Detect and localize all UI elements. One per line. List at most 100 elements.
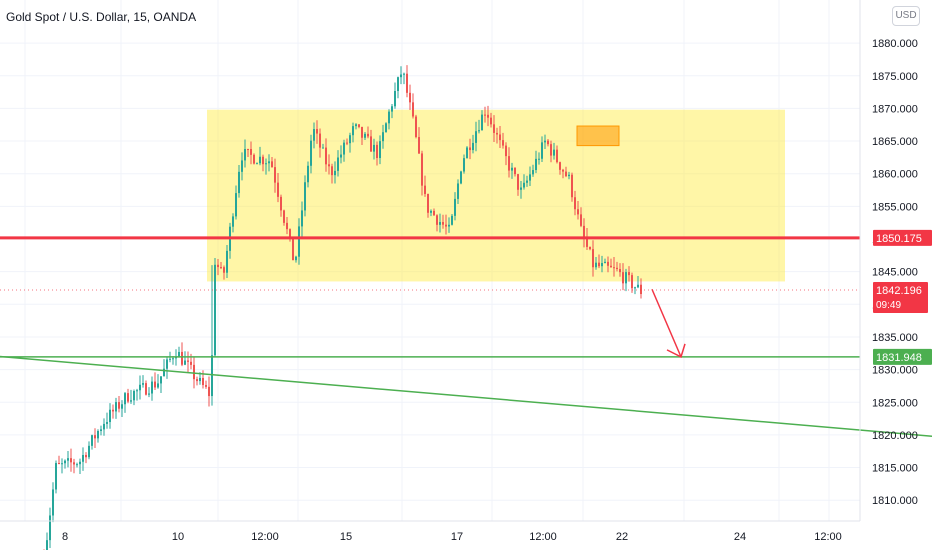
candle-body (289, 229, 291, 238)
candle-body (625, 272, 627, 284)
candle-body (367, 133, 369, 137)
candle-body (313, 129, 315, 141)
support-price-tag (873, 348, 932, 365)
candle-body (445, 224, 447, 227)
candle-body (490, 117, 492, 125)
projection-arrow-shaft (651, 288, 682, 358)
candle-body (571, 174, 573, 198)
candle-body (52, 489, 54, 516)
candle-body (556, 149, 558, 163)
candle-body (118, 402, 120, 409)
candle-body (391, 106, 393, 112)
price-tick-label: 1820.000 (872, 430, 918, 442)
candle-body (166, 359, 168, 369)
candle-body (586, 238, 588, 247)
candle-body (319, 133, 321, 148)
candle-body (307, 165, 309, 183)
candle-body (286, 222, 288, 230)
candle-body (181, 351, 183, 365)
candle-body (175, 357, 177, 359)
candle-body (601, 263, 603, 267)
candle-body (604, 261, 606, 264)
candle-body (193, 364, 195, 380)
candle-body (301, 210, 303, 227)
candle-body (433, 210, 435, 216)
candle-body (406, 73, 408, 93)
candle-body (46, 540, 48, 550)
candle-body (232, 216, 234, 227)
candle-body (397, 77, 399, 91)
trendline (0, 355, 932, 437)
candle-body (424, 185, 426, 194)
candle-body (148, 393, 150, 395)
price-tick-label: 1860.000 (872, 169, 918, 181)
candle-body (82, 454, 84, 462)
price-tick-label: 1810.000 (872, 495, 918, 507)
candle-body (136, 390, 138, 392)
candle-body (334, 170, 336, 176)
candle-body (541, 142, 543, 159)
candle-body (415, 116, 417, 138)
resistance-price-tag (873, 229, 932, 246)
price-tick-label: 1825.000 (872, 397, 918, 409)
candle-body (448, 224, 450, 227)
candle-body (61, 463, 63, 465)
price-tick-label: 1865.000 (872, 136, 918, 148)
candle-body (64, 460, 66, 464)
resistance-price-label: 1850.175 (876, 233, 922, 245)
price-tick-label: 1845.000 (872, 267, 918, 279)
candle-body (616, 267, 618, 270)
candle-body (199, 377, 201, 382)
candle-body (580, 214, 582, 226)
candle-body (277, 182, 279, 197)
candle-body (361, 126, 363, 138)
candle-body (583, 225, 585, 239)
candle-body (493, 124, 495, 133)
countdown-label: 09:49 (876, 300, 901, 311)
candle-body (271, 161, 273, 168)
candle-body (259, 156, 261, 164)
candle-body (457, 183, 459, 199)
candle-body (100, 429, 102, 431)
candle-body (49, 515, 51, 541)
candle-body (223, 267, 225, 273)
time-tick-label: 8 (62, 531, 68, 543)
candle-body (538, 158, 540, 160)
candle-body (196, 379, 198, 382)
candle-body (250, 149, 252, 155)
candle-body (79, 461, 81, 465)
candle-body (382, 132, 384, 142)
range-box (207, 109, 785, 282)
candle-body (565, 171, 567, 177)
candle-body (502, 140, 504, 146)
candle-body (412, 102, 414, 117)
candle-body (385, 123, 387, 133)
candle-body (622, 272, 624, 284)
currency-badge[interactable]: USD (892, 6, 920, 26)
candle-body (220, 267, 222, 269)
candle-body (607, 261, 609, 266)
candle-body (331, 166, 333, 176)
candle-body (403, 73, 405, 75)
candle-body (613, 267, 615, 269)
candle-body (484, 114, 486, 116)
candles (43, 65, 642, 550)
candle-body (517, 174, 519, 190)
candle-body (496, 132, 498, 135)
candle-body (247, 149, 249, 151)
candle-body (577, 209, 579, 215)
candle-body (160, 376, 162, 384)
candle-body (475, 131, 477, 143)
candle-body (637, 284, 639, 288)
candle-body (547, 140, 549, 145)
candle-body (133, 391, 135, 401)
candle-body (598, 262, 600, 267)
candle-body (529, 174, 531, 181)
time-tick-label: 15 (340, 531, 352, 543)
candle-body (355, 124, 357, 127)
candle-body (628, 272, 630, 276)
candle-body (400, 74, 402, 78)
